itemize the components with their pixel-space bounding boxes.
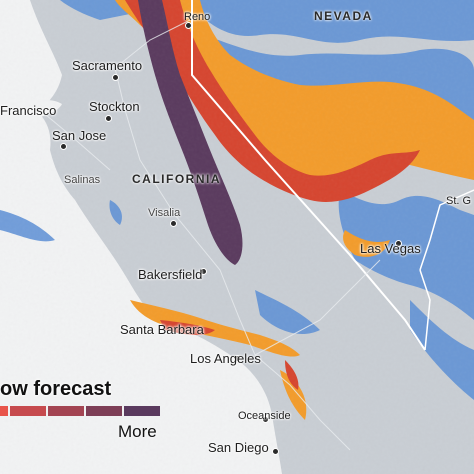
roads xyxy=(39,19,381,451)
city-dot-stockton xyxy=(105,115,112,122)
state-label-nevada: NEVADA xyxy=(314,9,373,23)
city-dot-los-angeles xyxy=(234,355,241,362)
city-dot-san-jose xyxy=(60,143,67,150)
city-label-san-francisco: Francisco xyxy=(0,103,57,118)
city-dot-sacramento xyxy=(112,74,119,81)
city-dot-oceanside xyxy=(262,416,269,423)
city-label-bakersfield: Bakersfield xyxy=(138,267,203,282)
legend-swatch-1 xyxy=(0,406,8,416)
legend-title: ow forecast xyxy=(0,378,112,400)
city-dot-visalia xyxy=(170,220,177,227)
city-label-san-jose: San Jose xyxy=(52,128,107,143)
city-label-santa-barbara: Santa Barbara xyxy=(120,322,204,337)
state-border-ca-nv xyxy=(191,0,426,351)
city-label-visalia: Visalia xyxy=(148,207,181,219)
city-label-los-angeles: Los Angeles xyxy=(190,351,261,366)
city-dot-las-vegas xyxy=(395,240,402,247)
city-label-san-diego: San Diego xyxy=(208,440,269,455)
state-border-nv-az xyxy=(419,269,431,351)
city-label-oceanside: Oceanside xyxy=(238,410,291,422)
city-label-stockton: Stockton xyxy=(89,99,140,114)
city-label-las-vegas: Las Vegas xyxy=(360,241,421,256)
legend-swatch-4 xyxy=(86,406,122,416)
legend-swatch-5 xyxy=(124,406,160,416)
legend-swatch-2 xyxy=(10,406,46,416)
legend-color-scale xyxy=(0,406,162,416)
legend-more-label: More xyxy=(118,422,157,441)
city-dot-bakersfield xyxy=(200,268,207,275)
city-label-st-george: St. G xyxy=(446,195,472,207)
city-dot-san-diego xyxy=(272,448,279,455)
state-border-east xyxy=(419,189,474,271)
city-dot-reno xyxy=(185,22,192,29)
city-label-reno: Reno xyxy=(184,11,211,23)
legend-swatch-3 xyxy=(48,406,84,416)
state-label-california: CALIFORNIA xyxy=(132,172,221,186)
city-label-sacramento: Sacramento xyxy=(72,58,143,73)
legend: ow forecast More xyxy=(0,378,170,448)
city-label-salinas: Salinas xyxy=(64,174,101,186)
